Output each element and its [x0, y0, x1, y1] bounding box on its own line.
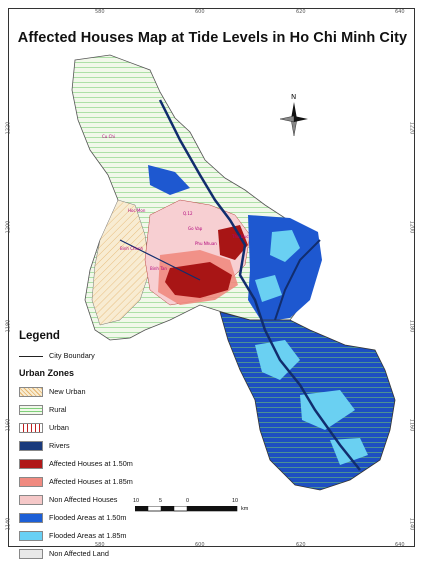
legend-label: Non Affected Houses [49, 495, 118, 504]
map-title: Affected Houses Map at Tide Levels in Ho… [17, 30, 408, 46]
place-label: Go Vap [188, 226, 203, 231]
affected-houses-150-northeast [218, 225, 248, 260]
place-label: Phu Nhuan [195, 241, 217, 246]
legend-label: City Boundary [49, 351, 95, 360]
urban-zones-title: Urban Zones [19, 368, 75, 378]
map-legend: Legend City Boundary Urban Zones New Urb… [19, 330, 169, 566]
legend-title: Legend [19, 330, 60, 342]
tick-bottom-1: 580 [95, 542, 105, 548]
dong-nai-river [274, 239, 321, 321]
legend-label: Flooded Areas at 1.50m [49, 513, 127, 522]
affected-185-swatch [19, 476, 43, 487]
rural-swatch [19, 404, 43, 415]
legend-label: Rural [49, 405, 67, 414]
north-label: N [291, 93, 296, 101]
tick-bottom-2: 600 [195, 542, 205, 548]
new-urban-swatch [19, 386, 43, 397]
saigon-river [158, 99, 361, 471]
boundary-swatch [19, 351, 43, 361]
non-affected-houses-swatch [19, 494, 43, 505]
legend-label: Flooded Areas at 1.85m [49, 531, 127, 540]
legend-row: Flooded Areas at 1.85m [19, 530, 169, 541]
rivers-swatch [19, 440, 43, 451]
tick-top-4: 640 [395, 9, 405, 15]
scale-label: 10 [133, 498, 140, 504]
legend-row: New Urban [19, 386, 169, 397]
place-label: Thu Duc [231, 234, 249, 239]
legend-row: Non Affected Land [19, 548, 169, 559]
affected-150-swatch [19, 458, 43, 469]
flooded-150-swatch [19, 512, 43, 523]
tick-bottom-3: 620 [296, 542, 306, 548]
place-label: Q.12 [183, 211, 193, 216]
legend-row: Flooded Areas at 1.50m [19, 512, 169, 523]
place-label: Binh Tan [150, 266, 167, 271]
west-canal [119, 239, 201, 281]
south-flooded-185-2 [300, 390, 355, 430]
legend-row: Rural [19, 404, 169, 415]
legend-label: New Urban [49, 387, 86, 396]
legend-row: Affected Houses at 1.50m [19, 458, 169, 469]
tick-bottom-4: 640 [395, 542, 405, 548]
scale-label: 0 [186, 498, 190, 504]
tick-top-3: 620 [296, 9, 306, 15]
tick-top-1: 580 [95, 9, 105, 15]
legend-label: Non Affected Land [49, 549, 109, 558]
flooded-patch-north [148, 165, 190, 195]
place-label: Binh Chanh [120, 246, 144, 251]
legend-row: Urban [19, 422, 169, 433]
north-arrow-icon: N [279, 93, 308, 137]
flooded-185-patch-1 [270, 230, 300, 262]
non-affected-land-swatch [19, 548, 43, 559]
scale-label: 10 [232, 498, 239, 504]
tick-top-2: 600 [195, 9, 205, 15]
scale-unit: km [241, 506, 249, 512]
legend-label: Affected Houses at 1.50m [49, 459, 133, 468]
scale-label: 5 [159, 498, 163, 504]
legend-row: Affected Houses at 1.85m [19, 476, 169, 487]
legend-label: Rivers [49, 441, 70, 450]
flooded-185-patch-2 [255, 275, 282, 302]
urban-swatch [19, 422, 43, 433]
scale-bar-graphic [135, 506, 238, 512]
legend-row: Non Affected Houses [19, 494, 169, 505]
place-label: Hoc Mon [128, 208, 146, 213]
legend-row: Rivers [19, 440, 169, 451]
flooded-185-swatch [19, 530, 43, 541]
place-label: Cu Chi [102, 134, 115, 139]
legend-row-boundary: City Boundary [19, 350, 169, 361]
legend-label: Affected Houses at 1.85m [49, 477, 133, 486]
legend-label: Urban [49, 423, 69, 432]
west-new-urban-zone [91, 199, 151, 326]
